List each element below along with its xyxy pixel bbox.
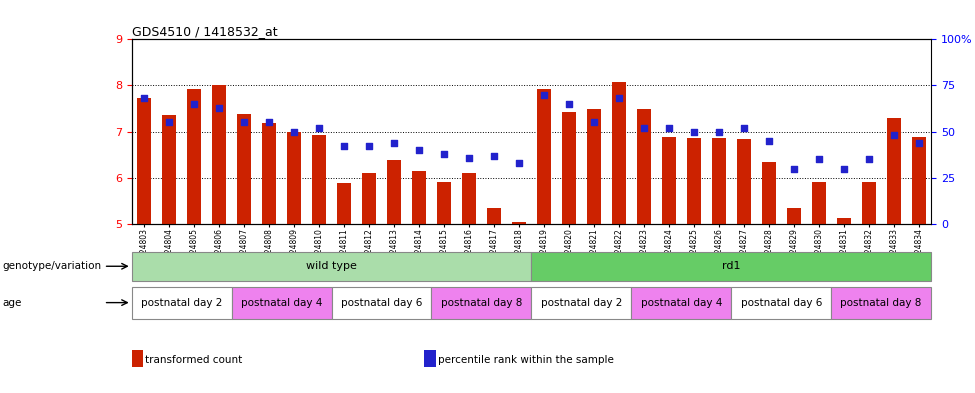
Text: transformed count: transformed count	[145, 354, 243, 365]
Point	[661, 125, 677, 131]
Text: wild type: wild type	[306, 261, 357, 271]
Bar	[812, 182, 826, 224]
Point	[760, 138, 776, 144]
Point	[361, 143, 376, 150]
Text: postnatal day 6: postnatal day 6	[341, 298, 422, 308]
Bar	[731, 287, 831, 318]
Point	[836, 165, 851, 172]
Point	[336, 143, 352, 150]
Bar	[862, 182, 876, 224]
Bar	[232, 287, 332, 318]
Text: postnatal day 8: postnatal day 8	[441, 298, 522, 308]
Point	[261, 119, 277, 126]
Point	[861, 156, 877, 162]
Point	[611, 95, 627, 101]
Text: postnatal day 8: postnatal day 8	[840, 298, 921, 308]
Bar	[337, 184, 351, 224]
Text: age: age	[2, 298, 21, 309]
Text: GDS4510 / 1418532_at: GDS4510 / 1418532_at	[132, 25, 277, 38]
Text: percentile rank within the sample: percentile rank within the sample	[438, 354, 613, 365]
Bar	[362, 173, 375, 224]
Text: postnatal day 4: postnatal day 4	[641, 298, 722, 308]
Bar	[737, 139, 751, 224]
Text: rd1: rd1	[722, 261, 740, 271]
Point	[911, 140, 926, 146]
Bar	[587, 108, 601, 224]
Text: genotype/variation: genotype/variation	[2, 261, 101, 272]
Bar	[431, 287, 531, 318]
Bar	[412, 171, 426, 224]
Point	[561, 101, 576, 107]
Bar	[761, 162, 775, 224]
Bar	[531, 252, 931, 281]
Point	[736, 125, 752, 131]
Bar	[887, 118, 901, 224]
Bar	[132, 252, 531, 281]
Point	[686, 129, 702, 135]
Bar	[387, 160, 401, 224]
Point	[161, 119, 176, 126]
Text: postnatal day 2: postnatal day 2	[141, 298, 222, 308]
Bar	[562, 112, 575, 224]
Bar	[512, 222, 526, 224]
Bar	[787, 208, 800, 224]
Point	[487, 152, 502, 159]
Bar	[687, 138, 701, 224]
Bar	[132, 287, 232, 318]
Bar	[237, 114, 251, 224]
Point	[461, 154, 477, 161]
Bar	[912, 137, 925, 224]
Point	[886, 132, 902, 138]
Bar	[712, 138, 725, 224]
Bar	[162, 116, 175, 224]
Text: postnatal day 6: postnatal day 6	[741, 298, 822, 308]
Bar	[612, 82, 626, 224]
Bar	[831, 287, 931, 318]
Point	[536, 92, 552, 98]
Point	[711, 129, 726, 135]
Bar	[637, 110, 650, 224]
Point	[287, 129, 302, 135]
Bar	[837, 219, 850, 224]
Bar	[213, 84, 226, 224]
Point	[311, 125, 327, 131]
Text: postnatal day 4: postnatal day 4	[241, 298, 322, 308]
Point	[236, 119, 252, 126]
Bar	[662, 137, 676, 224]
Text: postnatal day 2: postnatal day 2	[541, 298, 622, 308]
Bar	[262, 123, 276, 224]
Point	[186, 101, 202, 107]
Point	[212, 105, 227, 111]
Point	[436, 151, 451, 157]
Bar	[537, 89, 551, 224]
Point	[786, 165, 801, 172]
Bar	[462, 173, 476, 224]
Bar	[288, 132, 301, 224]
Point	[386, 140, 402, 146]
Bar	[137, 98, 151, 224]
Point	[511, 160, 526, 166]
Bar	[437, 182, 450, 224]
Point	[811, 156, 827, 162]
Bar	[531, 287, 632, 318]
Bar	[187, 89, 201, 224]
Bar	[332, 287, 431, 318]
Bar	[488, 208, 501, 224]
Point	[586, 119, 602, 126]
Bar	[632, 287, 731, 318]
Point	[411, 147, 427, 153]
Point	[136, 95, 152, 101]
Point	[636, 125, 651, 131]
Bar	[312, 135, 326, 224]
